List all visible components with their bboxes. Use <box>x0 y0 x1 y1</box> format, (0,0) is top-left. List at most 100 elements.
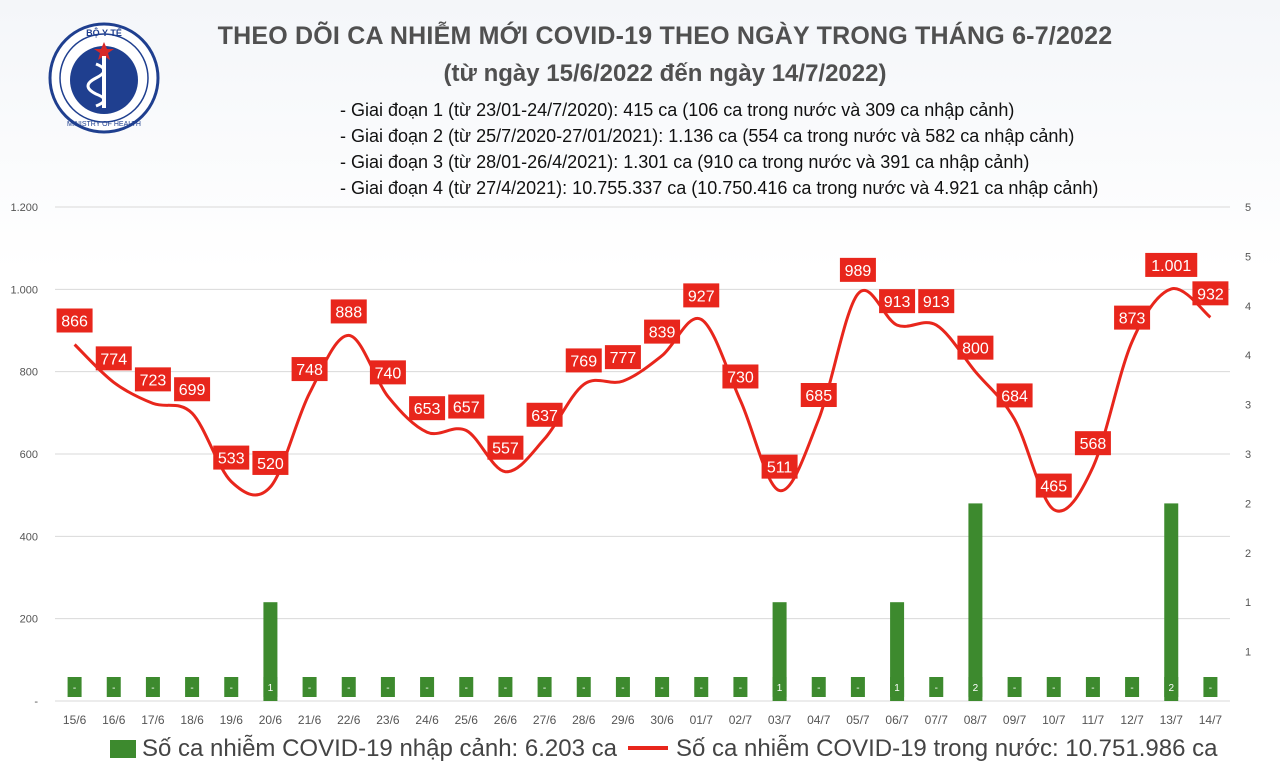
bar-data-label: - <box>1091 683 1094 694</box>
bar-label-box <box>224 677 239 697</box>
legend-domestic-label: Số ca nhiễm COVID-19 trong nước: 10.751.… <box>676 735 1218 762</box>
x-tick-label: 14/7 <box>1199 713 1223 727</box>
line-label-box <box>213 445 250 470</box>
line-label-box <box>526 402 563 427</box>
line-label-box <box>565 348 602 373</box>
x-tick-label: 25/6 <box>455 713 479 727</box>
bar <box>890 602 905 701</box>
bar <box>772 602 787 701</box>
phase-summary: - Giai đoạn 1 (từ 23/01-24/7/2020): 415 … <box>340 97 1098 201</box>
bar-data-label: - <box>856 683 859 694</box>
bar-label-box <box>655 677 670 697</box>
bar-label-box <box>929 677 944 697</box>
line-label-box <box>252 450 289 475</box>
bar-label-box <box>185 677 200 697</box>
legend-imported: Số ca nhiễm COVID-19 nhập cảnh: 6.203 ca <box>110 735 617 763</box>
line-data-label: 913 <box>923 294 950 311</box>
phase-2-text: - Giai đoạn 2 (từ 25/7/2020-27/01/2021):… <box>340 126 1075 146</box>
line-label-box <box>839 257 876 282</box>
y-left-tick-label: - <box>34 696 38 708</box>
line-data-label: 685 <box>805 388 832 405</box>
chart-subtitle: (từ ngày 15/6/2022 đến ngày 14/7/2022) <box>443 60 887 87</box>
x-tick-label: 18/6 <box>180 713 204 727</box>
line-data-label: 1.001 <box>1151 258 1191 275</box>
bar-data-label: 1 <box>777 683 783 694</box>
x-tick-label: 16/6 <box>102 713 126 727</box>
line-label-box <box>996 383 1033 408</box>
line-data-label: 637 <box>531 408 558 425</box>
x-tick-label: 19/6 <box>220 713 244 727</box>
x-tick-label: 27/6 <box>533 713 557 727</box>
x-tick-label: 11/7 <box>1082 713 1105 727</box>
y-left-tick-label: 1.000 <box>10 284 38 296</box>
line-data-label: 927 <box>688 288 715 305</box>
x-tick-label: 21/6 <box>298 713 322 727</box>
line-label-box <box>291 357 328 382</box>
line-label-box <box>879 289 916 314</box>
x-tick-label: 26/6 <box>494 713 518 727</box>
x-tick-label: 07/7 <box>925 713 949 727</box>
bar-data-label: 1 <box>894 683 900 694</box>
bar-data-label: - <box>1052 683 1055 694</box>
y-right-tick-label: 3 <box>1245 400 1251 412</box>
x-tick-label: 13/7 <box>1160 713 1184 727</box>
bar-data-label: - <box>308 683 311 694</box>
line-data-label: 730 <box>727 369 754 386</box>
x-tick-label: 15/6 <box>63 713 87 727</box>
line-label-box <box>800 383 837 408</box>
line-label-box <box>409 396 446 421</box>
bar-label-box <box>890 677 905 697</box>
line-data-label: 989 <box>845 263 872 280</box>
x-tick-label: 23/6 <box>376 713 400 727</box>
y-left-tick-label: 600 <box>20 449 38 461</box>
x-tick-label: 03/7 <box>768 713 792 727</box>
line-data-label: 913 <box>884 294 911 311</box>
bar-label-box <box>459 677 474 697</box>
x-tick-label: 05/7 <box>846 713 870 727</box>
line-label-box <box>683 283 720 308</box>
x-tick-label: 04/7 <box>807 713 831 727</box>
y-right-tick-label: 1 <box>1245 597 1251 609</box>
phase-1-text: - Giai đoạn 1 (từ 23/01-24/7/2020): 415 … <box>340 100 1015 120</box>
line-label-box <box>448 394 485 419</box>
bar-data-label: - <box>582 683 585 694</box>
bar-data-label: - <box>739 683 742 694</box>
y-right-tick-label: 4 <box>1245 350 1251 362</box>
line-data-label: 866 <box>61 313 88 330</box>
x-tick-label: 09/7 <box>1003 713 1027 727</box>
bar-label-box <box>420 677 435 697</box>
line-label-box <box>722 364 759 389</box>
bar-label-box <box>733 677 748 697</box>
bar-data-label: 1 <box>268 683 274 694</box>
bar-label-box <box>106 677 121 697</box>
line-data-label: 653 <box>414 401 441 418</box>
logo-text-top: BỘ Y TẾ <box>86 27 122 38</box>
line-data-label: 873 <box>1119 311 1146 328</box>
y-right-tick-label: 2 <box>1245 548 1251 560</box>
bar-data-label: - <box>817 683 820 694</box>
bar-label-box <box>1046 677 1061 697</box>
bar-data-label: - <box>1013 683 1016 694</box>
bar-data-label: - <box>386 683 389 694</box>
line-label-box <box>644 319 681 344</box>
line-data-label: 800 <box>962 341 989 358</box>
bar-label-box <box>341 677 356 697</box>
bar-label-box <box>772 677 787 697</box>
y-right-tick-label: 4 <box>1245 301 1251 313</box>
bar-data-label: - <box>660 683 663 694</box>
bar-data-label: - <box>504 683 507 694</box>
line-data-label: 533 <box>218 451 245 468</box>
y-right-tick-label: 5 <box>1245 251 1251 263</box>
bar-label-box <box>498 677 513 697</box>
line-data-label: 684 <box>1001 388 1028 405</box>
bar <box>1164 503 1179 701</box>
line-label-box <box>1074 431 1111 456</box>
x-tick-label: 01/7 <box>690 713 714 727</box>
line-data-label: 557 <box>492 441 519 458</box>
line-label-box <box>134 367 171 392</box>
x-tick-label: 06/7 <box>885 713 909 727</box>
line-label-box <box>918 289 955 314</box>
line-label-box <box>1192 281 1229 306</box>
bar-data-label: - <box>190 683 193 694</box>
